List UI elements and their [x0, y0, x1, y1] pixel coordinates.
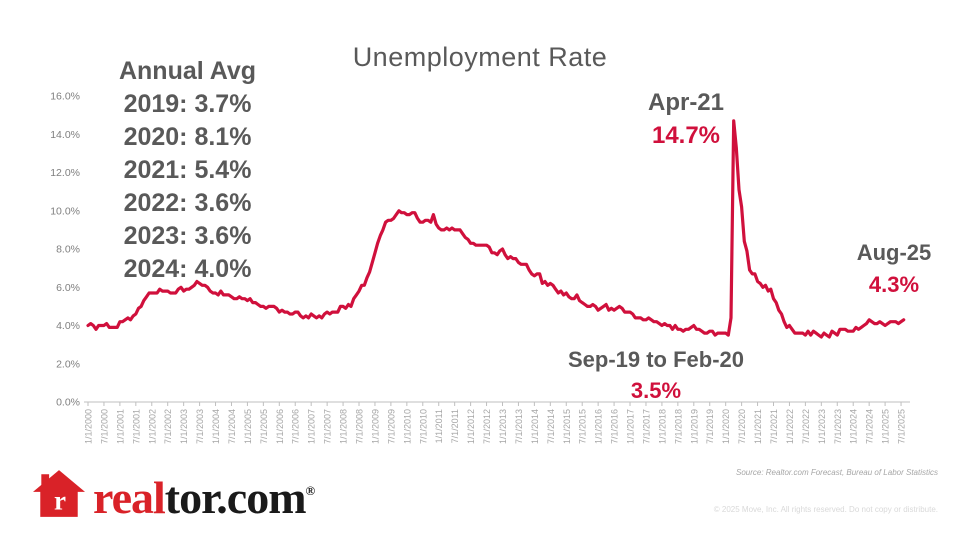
x-axis-tick-label: 1/1/2008 [339, 409, 349, 444]
annual-avg-2022: 2022: 3.6% [123, 189, 252, 217]
logo-text-torcom: tor.com [164, 471, 307, 523]
x-axis-tick-label: 7/1/2013 [514, 409, 524, 444]
unemployment-series-line [86, 119, 906, 339]
x-axis-tick-label: 7/1/2015 [578, 409, 588, 444]
x-axis-tick-label: 1/1/2001 [115, 409, 125, 444]
x-axis-tick-label: 7/1/2010 [418, 409, 428, 444]
x-axis-tick-label: 7/1/2002 [163, 409, 173, 444]
x-axis-tick-label: 1/1/2016 [594, 409, 604, 444]
x-axis-tick-label: 7/1/2012 [482, 409, 492, 444]
x-axis-tick-label: 1/1/2010 [402, 409, 412, 444]
x-axis-tick-label: 7/1/2001 [131, 409, 141, 444]
x-axis-tick-label: 1/1/2018 [657, 409, 667, 444]
peak-annotation-value: 14.7% [651, 122, 721, 149]
y-axis-labels: 0.0% 2.0% 4.0% 6.0% 8.0% 10.0% 12.0% 14.0% 16.0% [50, 91, 80, 409]
x-axis-tick-label: 1/1/2015 [562, 409, 572, 444]
latest-annotation: Aug-25 4.3% [828, 237, 960, 301]
y-axis-tick-label: 0.0% [56, 397, 80, 409]
x-axis-tick-label: 1/1/2025 [881, 409, 891, 444]
trough-annotation: Sep-19 to Feb-20 3.5% [531, 344, 781, 406]
x-axis-tick-label: 7/1/2008 [355, 409, 365, 444]
annual-avg-2023: 2023: 3.6% [123, 222, 252, 250]
x-axis-tick-label: 7/1/2020 [737, 409, 747, 444]
x-axis-tick-label: 7/1/2019 [705, 409, 715, 444]
trough-annotation-label: Sep-19 to Feb-20 [567, 347, 745, 372]
x-axis-tick-label: 1/1/2023 [817, 409, 827, 444]
realtor-house-icon: r [33, 470, 85, 517]
logo-text-real: real [93, 471, 166, 523]
x-axis-tick-label: 7/1/2000 [99, 409, 109, 444]
x-axis-tick-label: 7/1/2016 [610, 409, 620, 444]
x-axis-tick-label: 7/1/2006 [291, 409, 301, 444]
x-axis-tick-label: 7/1/2014 [546, 409, 556, 444]
realtor-logo-wordmark: realtor.com® [93, 466, 315, 523]
x-axis-tick-label: 7/1/2017 [641, 409, 651, 444]
y-axis-tick-label: 4.0% [56, 320, 80, 332]
svg-text:r: r [54, 486, 66, 516]
x-axis-tick-label: 1/1/2003 [179, 409, 189, 444]
y-axis-tick-label: 16.0% [50, 91, 80, 103]
annual-avg-2021: 2021: 5.4% [123, 156, 252, 184]
source-note: Source: Realtor.com Forecast, Bureau of … [735, 468, 938, 477]
peak-annotation: Apr-21 14.7% [611, 86, 761, 152]
y-axis-tick-label: 6.0% [56, 282, 80, 294]
copyright-note: © 2025 Move, Inc. All rights reserved. D… [713, 505, 938, 514]
chart-title: Unemployment Rate [352, 42, 608, 72]
x-axis-tick-label: 7/1/2025 [897, 409, 907, 444]
x-axis-tick-label: 7/1/2003 [195, 409, 205, 444]
x-axis-tick-label: 1/1/2017 [626, 409, 636, 444]
x-axis-tick-label: 1/1/2011 [434, 409, 444, 443]
y-axis-tick-label: 2.0% [56, 358, 80, 370]
x-axis-tick-label: 7/1/2009 [386, 409, 396, 444]
y-axis-tick-label: 10.0% [50, 205, 80, 217]
y-axis-tick-label: 14.0% [50, 129, 80, 141]
realtor-logo: r realtor.com® [33, 466, 315, 522]
peak-annotation-label: Apr-21 [647, 89, 725, 116]
x-axis-tick-label: 7/1/2011 [450, 409, 460, 443]
latest-annotation-value: 4.3% [868, 272, 920, 297]
x-axis-tick-label: 1/1/2022 [785, 409, 795, 444]
x-axis-tick-label: 7/1/2005 [259, 409, 269, 444]
annual-avg-2019: 2019: 3.7% [123, 90, 252, 118]
x-axis-labels: 1/1/2000 7/1/2000 1/1/2001 7/1/2001 1/1/2002… [84, 409, 907, 444]
x-axis-tick-label: 1/1/2007 [307, 409, 317, 444]
annual-avg-2020: 2020: 8.1% [123, 123, 252, 151]
x-axis-tick-label: 1/1/2020 [721, 409, 731, 444]
registered-trademark-mark: ® [305, 482, 316, 498]
y-axis-tick-label: 8.0% [56, 244, 80, 256]
x-axis-tick-label: 1/1/2004 [211, 409, 221, 444]
x-axis-tick-label: 1/1/2005 [243, 409, 253, 444]
x-axis-tick-label: 7/1/2024 [865, 409, 875, 444]
x-axis-tick-label: 7/1/2004 [227, 409, 237, 444]
x-axis-tick-label: 1/1/2012 [466, 409, 476, 444]
annual-avg-heading: Annual Avg [118, 57, 257, 85]
x-axis-tick-label: 1/1/2000 [84, 409, 94, 444]
x-axis-tick-label: 7/1/2022 [801, 409, 811, 444]
annual-avg-2024: 2024: 4.0% [123, 255, 252, 283]
x-axis-tick-label: 1/1/2002 [147, 409, 157, 444]
x-axis-tick-label: 7/1/2018 [673, 409, 683, 444]
y-axis-tick-label: 12.0% [50, 167, 80, 179]
trough-annotation-value: 3.5% [630, 378, 682, 403]
x-axis-tick-label: 1/1/2019 [689, 409, 699, 444]
x-axis-tick-label: 1/1/2014 [530, 409, 540, 444]
x-axis-tick-label: 1/1/2024 [849, 409, 859, 444]
x-axis-tick-label: 7/1/2007 [323, 409, 333, 444]
x-axis-tick-label: 1/1/2013 [498, 409, 508, 444]
x-axis-tick-label: 1/1/2006 [275, 409, 285, 444]
annual-avg-block: Annual Avg 2019: 3.7% 2020: 8.1% 2021: 5… [95, 55, 280, 286]
latest-annotation-label: Aug-25 [856, 240, 932, 265]
x-axis-tick-label: 1/1/2021 [753, 409, 763, 444]
x-axis-ticks [87, 402, 902, 406]
x-axis-tick-label: 1/1/2009 [370, 409, 380, 444]
x-axis-tick-label: 7/1/2023 [833, 409, 843, 444]
x-axis-tick-label: 7/1/2021 [769, 409, 779, 444]
